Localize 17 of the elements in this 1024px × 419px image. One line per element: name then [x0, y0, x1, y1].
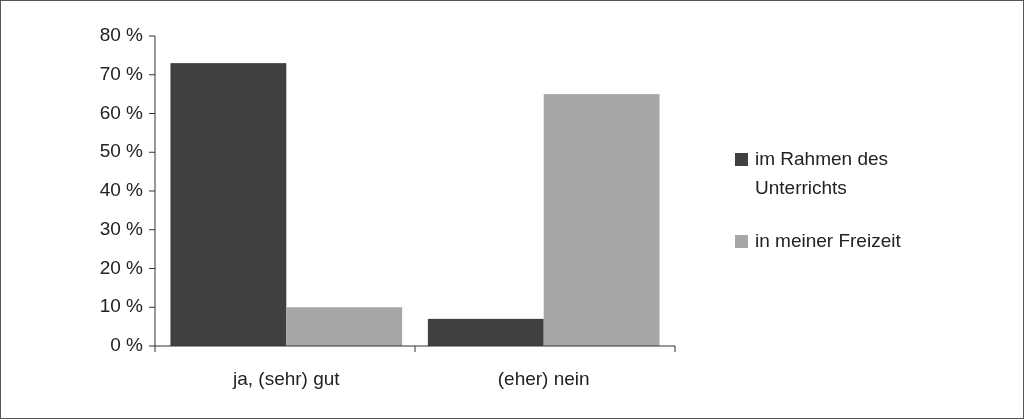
bar [170, 63, 287, 346]
y-tick-label: 60 % [99, 101, 144, 123]
y-tick-label: 0 % [110, 334, 144, 356]
y-tick-label: 20 % [99, 256, 144, 278]
bar [427, 318, 544, 346]
legend-label: im Rahmen des Unterrichts [755, 148, 889, 199]
y-tick-label: 70 % [99, 62, 144, 84]
legend-label: in meiner Freizeit [755, 230, 902, 252]
bar [286, 307, 403, 346]
x-tick-label: (eher) nein [497, 368, 590, 390]
y-tick-label: 10 % [99, 295, 144, 317]
y-tick-label: 40 % [99, 179, 144, 201]
y-tick-label: 50 % [99, 140, 144, 162]
y-tick-label: 30 % [99, 217, 144, 239]
x-tick-label: ja, (sehr) gut [231, 368, 341, 390]
bar [543, 94, 660, 346]
y-tick-label: 80 % [99, 24, 144, 46]
